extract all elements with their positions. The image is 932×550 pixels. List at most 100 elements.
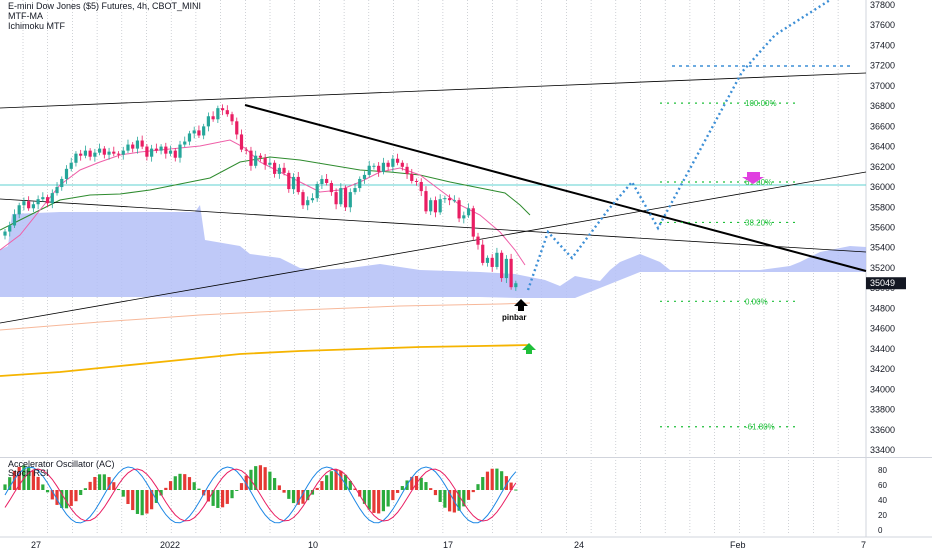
candle-body xyxy=(277,167,281,174)
time-tick-label: 2022 xyxy=(160,540,180,550)
osc-tick-label: 0 xyxy=(878,526,883,535)
oscillator-bar xyxy=(60,490,64,508)
ma-gold-line xyxy=(0,344,531,377)
candle-body xyxy=(400,162,404,167)
oscillator-bar xyxy=(500,471,504,490)
candle-body xyxy=(348,192,352,208)
oscillator-bar xyxy=(329,471,333,490)
candle-body xyxy=(187,133,192,142)
oscillator-bar xyxy=(471,490,475,493)
ma-green-line xyxy=(0,156,531,231)
time-tick-label: 7 xyxy=(861,540,866,550)
last-price-badge xyxy=(866,277,906,290)
grid-lines xyxy=(0,0,932,538)
candle-body xyxy=(438,199,442,213)
price-tick-label: 35200 xyxy=(870,263,895,273)
oscillator-bar xyxy=(140,490,144,516)
projection-path xyxy=(526,0,831,291)
oscillator-bar xyxy=(159,490,163,496)
indicator-ichimoku[interactable]: Ichimoku MTF xyxy=(8,21,66,31)
oscillator-bar xyxy=(301,490,305,504)
oscillator-bar xyxy=(202,490,206,496)
candle-body xyxy=(485,257,490,263)
oscillator-bar xyxy=(310,490,315,495)
oscillator-bar xyxy=(268,471,272,490)
candle-body xyxy=(377,165,381,172)
oscillator-bar xyxy=(98,474,102,490)
oscillator-bar xyxy=(443,490,447,508)
candle-body xyxy=(481,244,485,263)
candle-body xyxy=(17,205,21,215)
candle-body xyxy=(268,162,272,165)
oscillator-bar xyxy=(187,477,192,490)
trendline-rising-support xyxy=(0,171,867,324)
candle-body xyxy=(216,108,220,120)
oscillator-bar xyxy=(343,474,348,490)
candle-body xyxy=(8,225,12,232)
indicator-accelerator[interactable]: Accelerator Oscillator (AC) xyxy=(8,459,115,469)
oscillator-bar xyxy=(216,490,220,508)
candle-body xyxy=(154,148,158,151)
indicator-mtf-ma[interactable]: MTF-MA xyxy=(8,11,43,21)
fib-level-label: 0.00% xyxy=(745,297,768,306)
candle-body xyxy=(145,146,149,157)
cloud-area xyxy=(0,205,866,298)
oscillator-bar xyxy=(282,490,286,493)
candle-body xyxy=(121,150,125,155)
candle-body xyxy=(202,126,206,136)
price-tick-label: 34800 xyxy=(870,303,895,313)
candle-body xyxy=(263,157,267,165)
candle-body xyxy=(362,174,367,179)
pinbar-label: pinbar xyxy=(502,313,526,322)
oscillator-bar xyxy=(367,490,371,510)
candle-body xyxy=(315,184,319,199)
candle-body xyxy=(220,108,225,111)
oscillator-bar xyxy=(273,478,277,490)
fib-level-label: 61.80% xyxy=(745,178,772,187)
price-tick-label: 35400 xyxy=(870,243,895,253)
candle-body xyxy=(93,152,97,157)
oscillator-bar xyxy=(206,490,210,502)
axes: 37800 37600 37400 37200 37000 36800 36600 36400… xyxy=(31,0,906,550)
candle-body xyxy=(22,201,26,206)
candle-body xyxy=(225,110,229,115)
oscillator-bar xyxy=(79,490,83,496)
candle-body xyxy=(112,151,116,154)
trendline-main-resistance xyxy=(244,104,867,272)
candle-body xyxy=(173,150,177,158)
oscillator-bar xyxy=(466,490,471,500)
candle-body xyxy=(462,215,466,219)
price-tick-label: 37400 xyxy=(870,40,895,50)
candle-body xyxy=(358,178,362,189)
oscillator-bar xyxy=(514,489,518,491)
down-arrow-icon xyxy=(742,172,764,184)
chart-title[interactable]: E-mini Dow Jones ($5) Futures, 4h, CBOT_… xyxy=(8,1,202,11)
candle-body xyxy=(244,149,248,151)
indicator-stoch-rsi[interactable]: Stoch RSI xyxy=(8,468,49,478)
candle-body xyxy=(131,144,135,149)
candle-body xyxy=(273,162,277,174)
oscillator-bar xyxy=(173,476,177,490)
oscillator-bar xyxy=(348,480,352,490)
oscillator-bar xyxy=(88,481,92,490)
oscillator-bar xyxy=(395,490,400,493)
osc-tick-label: 80 xyxy=(878,466,887,475)
candle-body xyxy=(457,200,461,219)
candle-body xyxy=(206,116,210,127)
osc-tick-label: 40 xyxy=(878,496,887,505)
oscillator-bar xyxy=(377,490,381,514)
oscillator-bar xyxy=(230,490,234,499)
oscillator-bar xyxy=(12,471,17,490)
candle-body xyxy=(60,178,64,188)
candle-body xyxy=(126,144,130,151)
oscillator-bar xyxy=(476,484,480,490)
oscillator-bar xyxy=(433,490,438,496)
oscillator-bar xyxy=(419,477,423,490)
time-tick-label: 27 xyxy=(31,540,41,550)
candle-body xyxy=(429,200,433,212)
price-tick-label: 37800 xyxy=(870,0,895,10)
oscillator-bar xyxy=(287,490,291,499)
candle-body xyxy=(27,201,31,209)
oscillator-bar xyxy=(244,475,248,490)
